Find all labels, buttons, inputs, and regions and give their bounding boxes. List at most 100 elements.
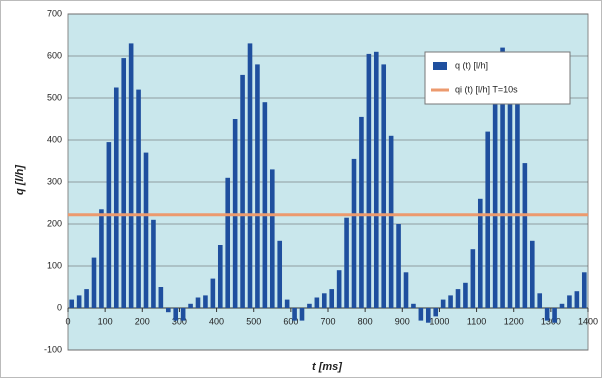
- bar: [84, 289, 89, 308]
- bar: [143, 152, 149, 308]
- bar: [106, 142, 112, 308]
- bar: [173, 308, 179, 321]
- bar: [307, 303, 312, 308]
- bar: [314, 297, 320, 308]
- y-tick-label: 100: [47, 260, 62, 270]
- legend-swatch: [433, 62, 447, 70]
- legend-box: [424, 51, 571, 105]
- bar: [151, 219, 156, 308]
- bar: [507, 56, 513, 308]
- bar: [344, 217, 349, 308]
- x-tick-label: 300: [172, 316, 187, 326]
- bar: [136, 89, 141, 308]
- bar: [581, 272, 587, 308]
- bar: [217, 245, 223, 308]
- x-tick-label: 1100: [467, 316, 486, 326]
- bar: [180, 308, 186, 321]
- bar: [299, 308, 305, 321]
- bar: [366, 53, 372, 309]
- x-tick-label: 900: [395, 316, 410, 326]
- y-tick-label: 700: [47, 8, 62, 18]
- bar: [522, 163, 528, 308]
- bar: [425, 308, 431, 323]
- bar: [113, 87, 119, 308]
- bar: [203, 295, 208, 308]
- y-tick-label: 300: [47, 176, 62, 186]
- bar: [210, 278, 216, 308]
- bar: [515, 91, 520, 308]
- bar: [351, 158, 357, 308]
- x-tick-label: 1300: [541, 316, 561, 326]
- bar: [567, 295, 572, 308]
- bar: [388, 135, 394, 308]
- bar: [463, 282, 468, 308]
- bar: [485, 131, 491, 308]
- bar: [292, 308, 297, 321]
- bar: [381, 64, 387, 309]
- bar: [128, 43, 134, 309]
- y-tick-label: 0: [57, 302, 62, 312]
- bar: [470, 249, 476, 308]
- bar: [195, 297, 201, 308]
- x-tick-label: 1400: [578, 316, 598, 326]
- bar: [403, 272, 409, 308]
- x-axis-label: t [ms]: [312, 361, 342, 373]
- bar: [284, 299, 290, 308]
- bar: [537, 293, 543, 308]
- bar: [269, 169, 275, 308]
- bar: [240, 74, 245, 309]
- bar: [165, 308, 171, 313]
- bar: [455, 289, 461, 308]
- y-axis-label: q [l/h]: [14, 165, 26, 195]
- y-tick-label: 400: [47, 134, 62, 144]
- y-tick-label: 200: [47, 218, 62, 228]
- bar: [492, 89, 498, 308]
- bar: [411, 303, 416, 308]
- bar: [500, 47, 505, 308]
- bar: [99, 209, 104, 308]
- bar: [158, 287, 164, 308]
- bar: [262, 102, 268, 308]
- x-tick-label: 0: [65, 316, 70, 326]
- bar: [277, 240, 283, 308]
- bar: [574, 291, 580, 308]
- y-tick-label: -100: [44, 344, 62, 354]
- bar: [529, 240, 535, 308]
- x-tick-label: 600: [283, 316, 298, 326]
- bar: [225, 177, 231, 308]
- x-tick-label: 100: [98, 316, 113, 326]
- bar: [373, 51, 379, 309]
- x-tick-label: 400: [209, 316, 224, 326]
- bar: [440, 299, 446, 308]
- bar: [477, 198, 483, 308]
- bar: [69, 299, 75, 308]
- x-tick-label: 500: [246, 316, 261, 326]
- x-tick-label: 700: [320, 316, 335, 326]
- x-tick-label: 800: [358, 316, 373, 326]
- x-tick-label: 1200: [504, 316, 524, 326]
- legend-label: q (t) [l/h]: [455, 60, 488, 70]
- y-tick-label: 500: [47, 92, 62, 102]
- bar: [336, 270, 342, 308]
- x-tick-label: 200: [135, 316, 150, 326]
- bar: [544, 308, 550, 321]
- bar: [396, 224, 401, 308]
- bar: [433, 308, 439, 317]
- bar: [255, 64, 260, 309]
- bar: [91, 257, 97, 308]
- x-tick-label: 1000: [429, 316, 449, 326]
- bar: [552, 308, 557, 323]
- bar: [448, 295, 453, 308]
- legend-label: qi (t) [l/h] T=10s: [455, 84, 518, 94]
- y-tick-label: 600: [47, 50, 62, 60]
- bar: [321, 293, 327, 308]
- bar: [329, 289, 335, 308]
- bar: [76, 295, 82, 308]
- bar: [121, 58, 127, 308]
- bar: [559, 303, 565, 308]
- bar: [418, 308, 424, 321]
- bar: [359, 116, 364, 309]
- bar: [188, 303, 193, 308]
- bar: [247, 43, 253, 309]
